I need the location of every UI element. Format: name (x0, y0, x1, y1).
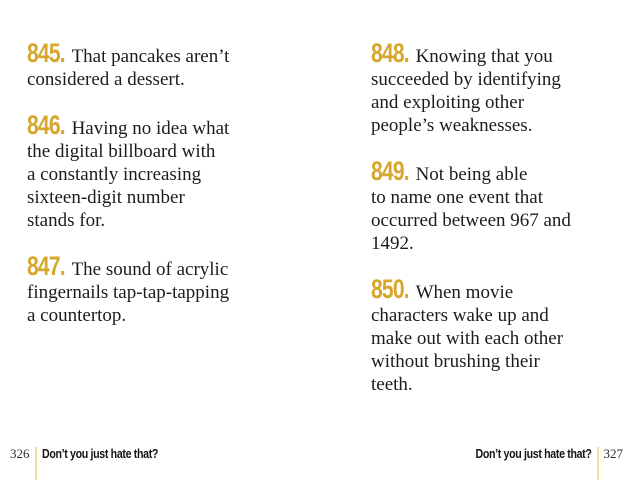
item-text: Having no idea what the digital billboar… (27, 118, 230, 231)
list-item: 847. The sound of acrylic fingernails tap… (27, 251, 293, 327)
list-item: 846. Having no idea what the digital bill… (27, 110, 293, 232)
item-text: That pancakes aren’t considered a desser… (27, 46, 230, 90)
list-item: 849. Not being able to name one event tha… (371, 156, 637, 255)
right-page-footer: Don’t you just hate that? 327 (455, 447, 623, 480)
item-number: 848. (371, 38, 410, 68)
footer-divider-rule (34, 447, 37, 480)
item-text: When movie characters wake up and make o… (371, 282, 564, 395)
page-number: 326 (10, 446, 30, 461)
list-item: 845. That pancakes aren’t considered a de… (27, 38, 293, 91)
list-item: 848. Knowing that you succeeded by identi… (371, 38, 637, 137)
item-text: Knowing that you succeeded by identifyin… (371, 46, 561, 136)
footer-divider-rule (596, 447, 599, 480)
book-title: Don’t you just hate that? (41, 447, 158, 461)
item-number: 846. (27, 110, 66, 140)
left-page-footer: 326 Don’t you just hate that? (10, 447, 178, 480)
list-item: 850. When movie characters wake up and ma… (371, 274, 637, 396)
item-number: 849. (371, 156, 410, 186)
item-text: Not being able to name one event that oc… (371, 164, 571, 254)
item-number: 847. (27, 251, 66, 281)
page-number: 327 (603, 446, 624, 461)
right-page-column: 848. Knowing that you succeeded by identi… (371, 38, 637, 421)
left-page-column: 845. That pancakes aren’t considered a de… (27, 38, 293, 352)
item-number: 850. (371, 274, 410, 304)
item-number: 845. (27, 38, 66, 68)
book-title: Don’t you just hate that? (475, 447, 592, 461)
item-text: The sound of acrylic fingernails tap-tap… (27, 259, 230, 326)
